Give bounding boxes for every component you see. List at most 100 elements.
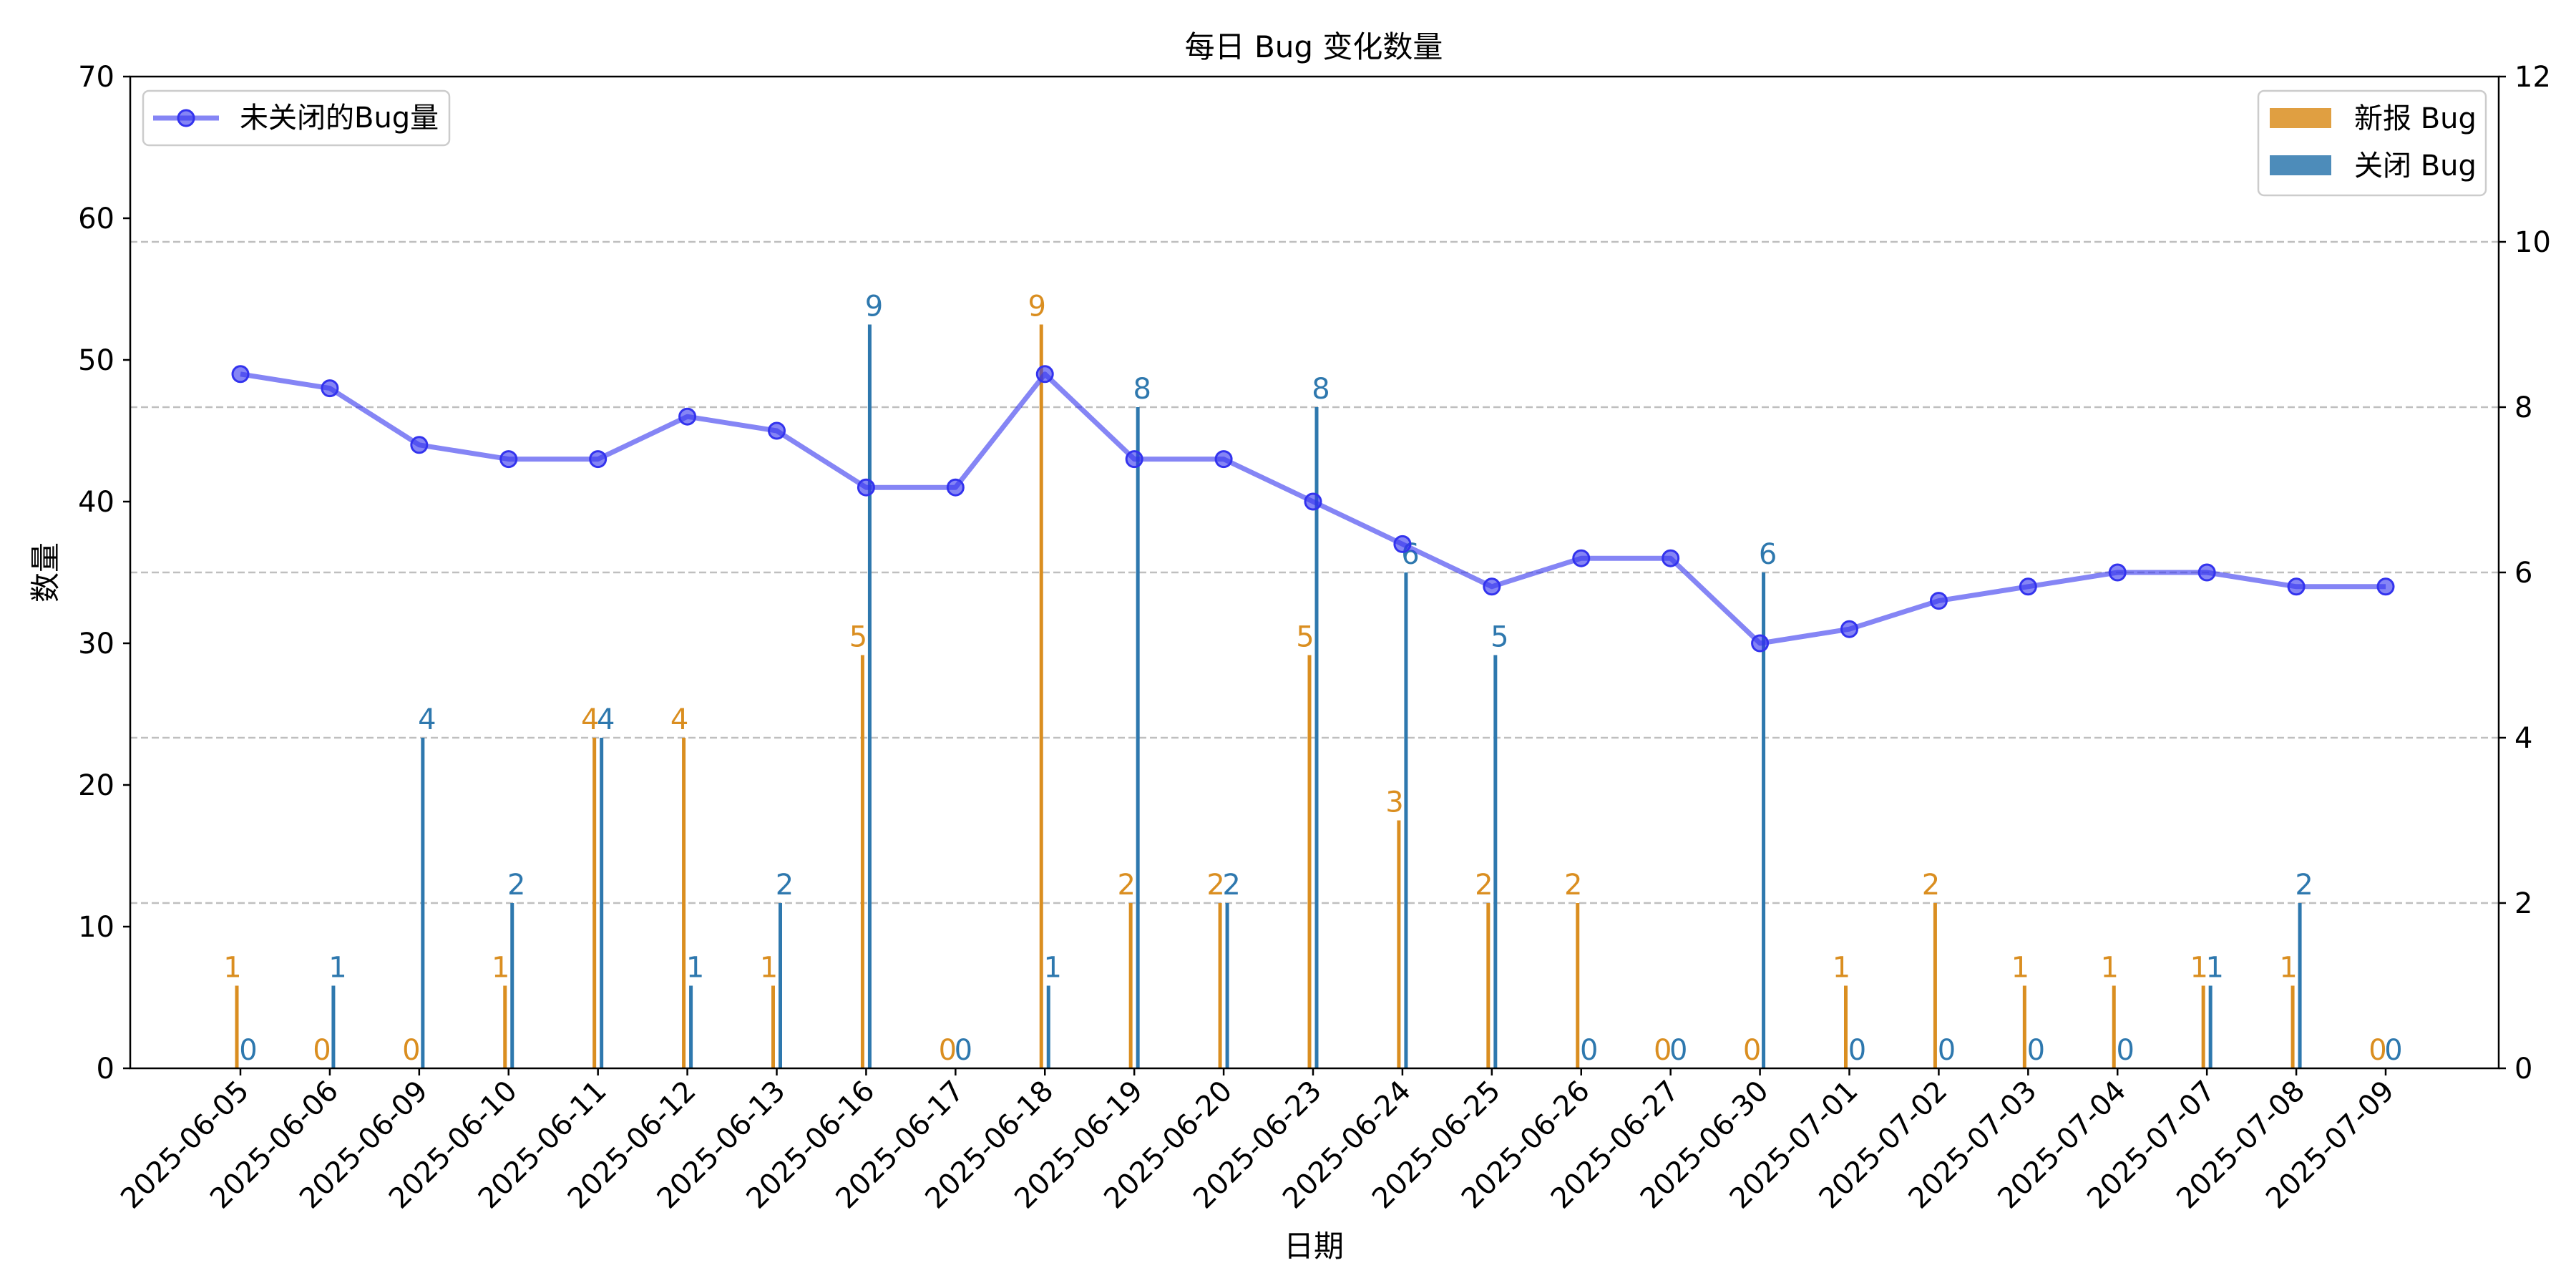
y-tick-label: 70: [78, 61, 114, 94]
y-tick-label: 40: [78, 486, 114, 519]
bar-value-label: 0: [939, 1034, 957, 1067]
bar-value-label: 2: [1206, 869, 1224, 902]
x-axis-label: 日期: [1284, 1229, 1344, 1264]
bar-new: [1576, 903, 1580, 1068]
bar-value-label: 5: [849, 621, 867, 654]
bar-closed: [331, 985, 336, 1068]
y-tick-label: 0: [97, 1053, 114, 1085]
line-point: [410, 436, 429, 454]
bar-new: [2290, 985, 2295, 1068]
bar-new: [503, 985, 507, 1068]
bar-closed: [1762, 572, 1766, 1068]
line-point: [589, 450, 608, 469]
bar-value-label: 8: [1133, 373, 1151, 406]
bar-new: [2022, 985, 2026, 1068]
chart-title: 每日 Bug 变化数量: [1185, 29, 1443, 64]
bar-value-label: 6: [1759, 538, 1777, 571]
bar-value-label: 1: [2101, 952, 2119, 985]
bar-closed: [1404, 572, 1408, 1068]
y-axis-label: 数量: [28, 542, 63, 602]
line-point: [1662, 549, 1680, 567]
line-point: [1125, 450, 1143, 469]
bar-new: [1397, 820, 1401, 1068]
bar-closed: [1314, 407, 1319, 1068]
bar-new: [1218, 903, 1222, 1068]
bar-value-label: 0: [1848, 1034, 1866, 1067]
bar-value-label: 0: [313, 1034, 331, 1067]
grid-lines: [130, 240, 2499, 904]
y2-tick-label: 2: [2514, 887, 2532, 920]
line-point: [321, 379, 339, 398]
bar-closed: [689, 985, 693, 1068]
line-point: [946, 478, 965, 497]
line-point: [1214, 450, 1233, 469]
bar-new: [860, 655, 864, 1068]
bar-value-label: 9: [865, 291, 883, 323]
bar-new: [235, 985, 239, 1068]
bar-value-label: 2: [2295, 869, 2313, 902]
line-point: [231, 365, 250, 384]
left-axis-ticks: 0 10 20 30 40 50 60 70: [78, 61, 130, 1085]
bar-value-label: 1: [686, 952, 704, 985]
line-point: [1483, 577, 1501, 596]
line-point: [1572, 549, 1591, 567]
bar-value-label: 2: [1117, 869, 1135, 902]
bar-closed: [421, 738, 425, 1068]
bar-new: [2201, 985, 2205, 1068]
bar-value-label: 5: [1491, 621, 1508, 654]
y2-tick-label: 8: [2514, 391, 2532, 424]
bar-value-label: 0: [2384, 1034, 2402, 1067]
bar-new: [1128, 903, 1133, 1068]
bar-value-label: 2: [507, 869, 525, 902]
line-point: [499, 450, 518, 469]
bar-new: [1486, 903, 1491, 1068]
bar-closed: [1493, 655, 1498, 1068]
bar-value-label: 5: [1296, 621, 1314, 654]
y-tick-label: 20: [78, 769, 114, 802]
bar-value-label: 1: [760, 952, 778, 985]
bar-value-label: 0: [1938, 1034, 1956, 1067]
bar-value-label: 4: [670, 703, 688, 736]
y2-tick-label: 10: [2514, 226, 2551, 259]
bar-value-label: 1: [2190, 952, 2207, 985]
line-point: [2287, 577, 2306, 596]
bar-closed: [1225, 903, 1229, 1068]
bar-value-label: 0: [2368, 1034, 2386, 1067]
bar-value-label: 0: [402, 1034, 420, 1067]
line-point: [678, 407, 697, 426]
bar-value-label: 0: [1669, 1034, 1687, 1067]
bar-value-label: 2: [1475, 869, 1493, 902]
bar-value-label: 2: [1222, 869, 1240, 902]
legend-line-marker: [177, 109, 195, 127]
bar-new: [1844, 985, 1848, 1068]
x-axis-ticks: 2025-06-052025-06-062025-06-092025-06-10…: [114, 1068, 2401, 1215]
line-point: [768, 421, 786, 440]
bar-value-label: 1: [2205, 952, 2223, 985]
legend-line: 未关闭的Bug量: [142, 89, 451, 147]
line-point: [1751, 634, 1770, 653]
bar-value-label: 0: [2027, 1034, 2045, 1067]
line-point: [2019, 577, 2037, 596]
bar-value-label: 0: [955, 1034, 972, 1067]
y-tick-label: 30: [78, 628, 114, 660]
legend-bars: 新报 Bug 关闭 Bug: [2257, 89, 2487, 197]
bar-value-label: 0: [2117, 1034, 2135, 1067]
legend-label-closed-bug: 关闭 Bug: [2354, 150, 2477, 182]
bar-closed: [1046, 985, 1050, 1068]
legend-swatch-closed-bug: [2270, 155, 2331, 175]
y-tick-label: 50: [78, 344, 114, 377]
bar-value-label: 8: [1312, 373, 1330, 406]
bar-value-label: 0: [239, 1034, 257, 1067]
bar-value-label: 3: [1385, 786, 1403, 819]
bar-closed: [1136, 407, 1140, 1068]
y2-tick-label: 4: [2514, 722, 2532, 755]
bar-value-label: 0: [1580, 1034, 1598, 1067]
line-point: [1929, 592, 1948, 610]
bar-closed: [600, 738, 604, 1068]
legend-label-new-bug: 新报 Bug: [2354, 102, 2477, 135]
y-tick-label: 10: [78, 911, 114, 944]
line-series: [231, 365, 2395, 653]
bar-value-label: 1: [2279, 952, 2297, 985]
legend-box: [142, 89, 451, 147]
line-point: [2108, 563, 2127, 582]
